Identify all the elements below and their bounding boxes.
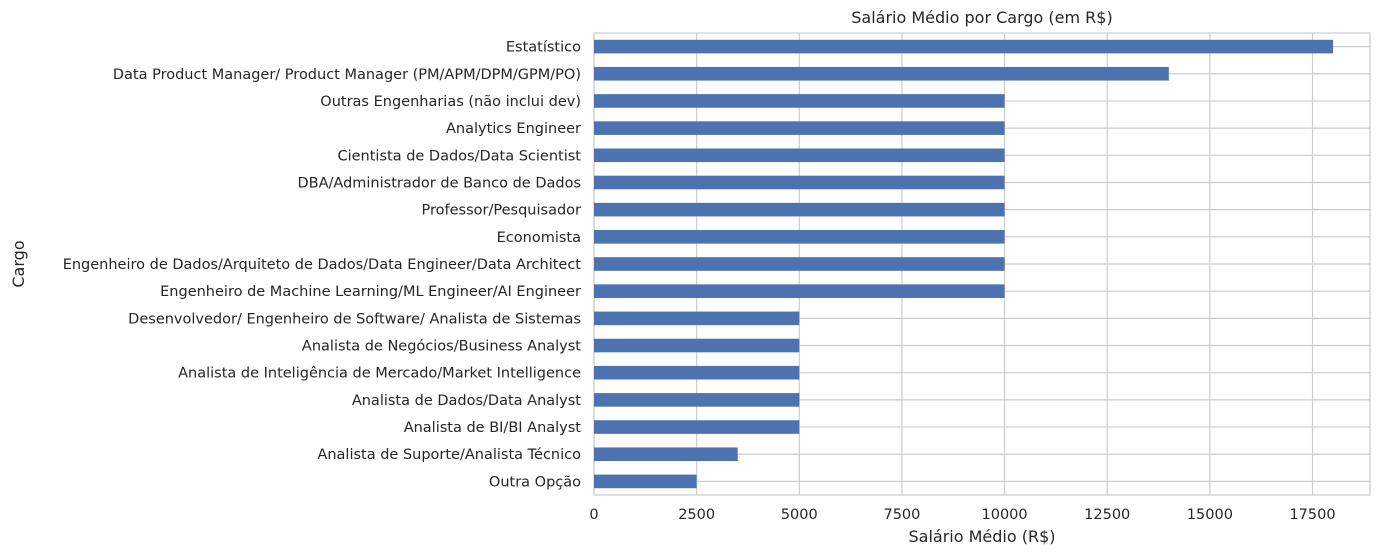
bar-9 xyxy=(594,284,1005,298)
bar-16 xyxy=(594,474,697,489)
x-tick-label-4: 10000 xyxy=(982,507,1028,523)
category-label-5: DBA/Administrador de Banco de Dados xyxy=(297,175,581,191)
bar-13 xyxy=(594,393,800,407)
bar-5 xyxy=(594,175,1005,190)
category-label-0: Estatístico xyxy=(506,40,581,56)
category-label-10: Desenvolvedor/ Engenheiro de Software/ A… xyxy=(128,311,581,327)
x-tick-label-3: 7500 xyxy=(883,507,920,523)
x-tick-label-1: 2500 xyxy=(678,507,715,523)
category-label-12: Analista de Inteligência de Mercado/Mark… xyxy=(178,366,581,382)
category-label-8: Engenheiro de Dados/Arquiteto de Dados/D… xyxy=(63,257,582,273)
chart-title: Salário Médio por Cargo (em R$) xyxy=(851,8,1112,27)
category-label-7: Economista xyxy=(497,230,581,246)
bar-6 xyxy=(594,202,1005,217)
x-tick-label-0: 0 xyxy=(589,507,598,523)
category-label-16: Outra Opção xyxy=(489,474,581,490)
bar-14 xyxy=(594,420,800,434)
bar-10 xyxy=(594,311,800,326)
bars xyxy=(594,39,1334,489)
category-label-2: Outras Engenharias (não inclui dev) xyxy=(320,94,581,110)
category-label-6: Professor/Pesquisador xyxy=(422,203,581,219)
bar-15 xyxy=(594,447,738,462)
category-label-9: Engenheiro de Machine Learning/ML Engine… xyxy=(160,284,581,300)
bar-2 xyxy=(594,94,1005,108)
category-label-4: Cientista de Dados/Data Scientist xyxy=(337,148,581,164)
category-labels: Estatístico Data Product Manager/ Product… xyxy=(63,40,582,491)
bar-4 xyxy=(594,148,1005,163)
bar-0 xyxy=(594,39,1334,54)
bar-8 xyxy=(594,257,1005,271)
bar-1 xyxy=(594,66,1169,81)
x-tick-label-5: 12500 xyxy=(1084,507,1130,523)
category-label-14: Analista de BI/BI Analyst xyxy=(404,420,582,436)
bar-12 xyxy=(594,365,800,380)
x-tick-label-2: 5000 xyxy=(781,507,818,523)
category-label-15: Analista de Suporte/Analista Técnico xyxy=(317,447,581,463)
x-axis-title: Salário Médio (R$) xyxy=(908,527,1055,546)
bar-11 xyxy=(594,338,800,353)
x-tick-labels: 0 2500 5000 7500 10000 12500 15000 17500 xyxy=(589,507,1335,523)
bar-7 xyxy=(594,230,1005,244)
category-label-3: Analytics Engineer xyxy=(446,121,581,137)
category-label-11: Analista de Negócios/Business Analyst xyxy=(302,339,581,355)
x-tick-label-7: 17500 xyxy=(1289,507,1335,523)
y-axis-title: Cargo xyxy=(9,240,28,287)
bar-3 xyxy=(594,121,1005,135)
x-tick-label-6: 15000 xyxy=(1187,507,1233,523)
category-label-13: Analista de Dados/Data Analyst xyxy=(352,393,581,409)
category-label-1: Data Product Manager/ Product Manager (P… xyxy=(113,67,581,83)
